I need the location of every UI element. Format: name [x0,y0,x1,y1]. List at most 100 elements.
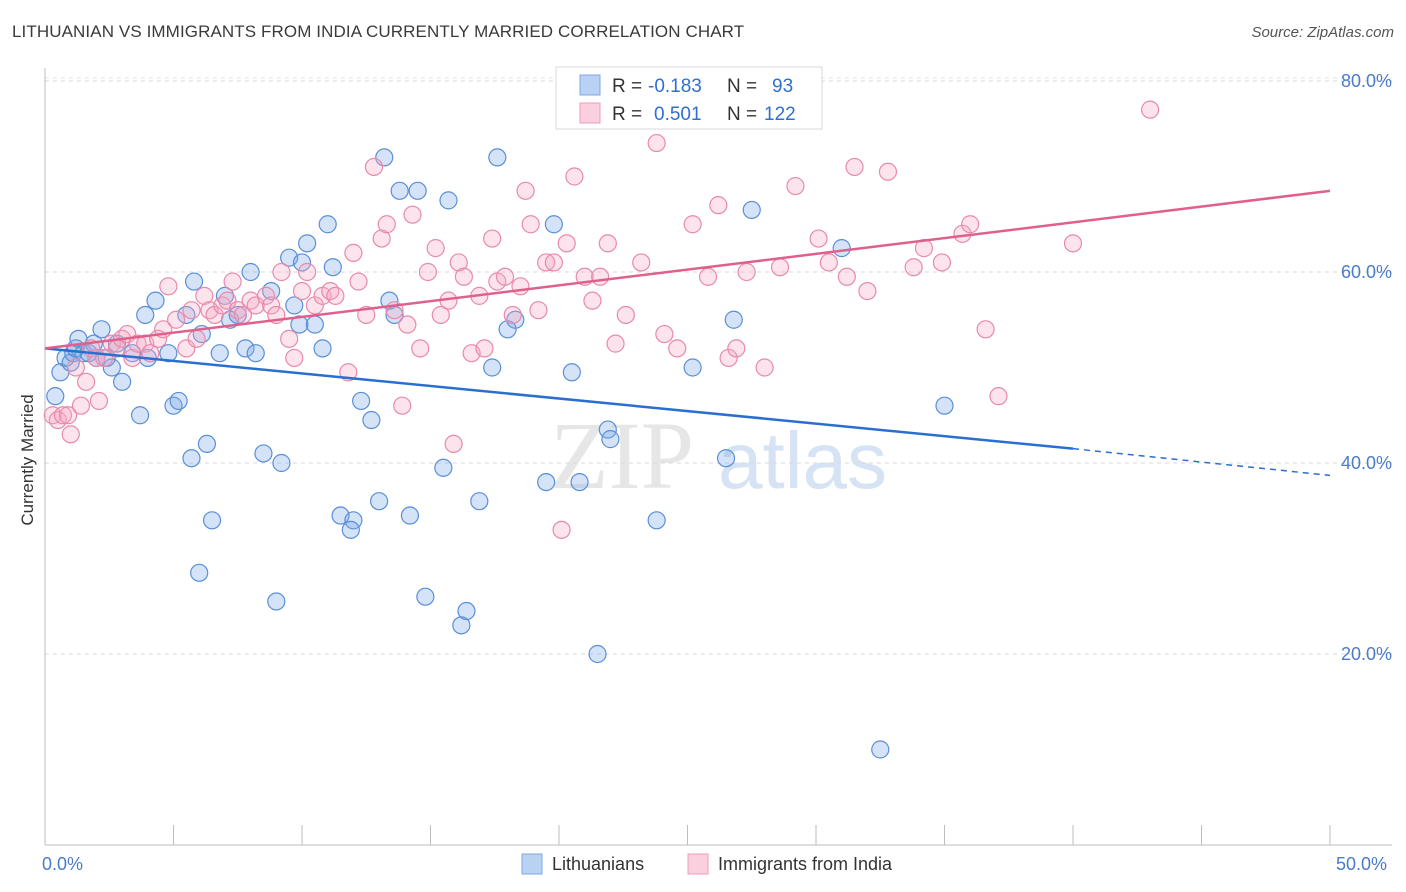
point-india [298,262,317,282]
point-lithuanians [647,511,666,530]
point-lithuanians [370,492,389,511]
point-india [495,267,515,286]
legend-swatch-india [579,102,601,124]
point-lithuanians [488,148,507,167]
point-india [786,176,805,196]
point-india [737,262,756,282]
point-india [418,262,438,282]
point-india [372,229,391,248]
point-lithuanians [588,644,607,664]
trend-line-india [44,189,1331,350]
x-tick-label-max: 50.0% [1336,854,1387,874]
point-india [616,305,635,325]
watermark-atlas: atlas [718,416,887,505]
point-lithuanians [92,320,111,339]
point-india [61,425,80,444]
point-lithuanians [400,506,420,525]
point-india [454,267,474,286]
point-lithuanians [408,181,427,200]
chart-title: LITHUANIAN VS IMMIGRANTS FROM INDIA CURR… [12,22,745,41]
point-lithuanians [506,310,525,329]
point-india [961,215,980,234]
point-india [403,205,422,224]
point-india [598,234,617,253]
point-india [349,272,368,291]
legend-r-label-2: R = [612,104,642,125]
point-india [521,215,540,234]
point-india [698,267,718,286]
point-india [904,258,923,277]
trend-line-lithuanians [44,347,1074,450]
point-india [668,339,687,358]
point-lithuanians [544,215,563,234]
point-lithuanians [228,305,247,325]
legend-n-value-2: 122 [764,104,796,125]
point-lithuanians [146,291,165,310]
point-india [398,315,417,334]
point-india [552,520,571,539]
point-lithuanians [305,315,324,334]
y-tick-label: 80.0% [1341,71,1392,91]
bottom-legend-label-lithuanians: Lithuanians [552,854,644,874]
point-india [326,286,345,305]
point-india [719,348,738,368]
point-lithuanians [601,430,620,449]
point-india [565,167,584,186]
y-tick-label: 40.0% [1341,453,1392,473]
point-india [755,358,774,377]
point-lithuanians [102,358,121,377]
point-india [503,305,522,325]
trend-lines [44,189,1331,477]
legend-r-value-1: -0.183 [648,76,702,97]
point-india [426,239,445,258]
point-lithuanians [390,181,409,200]
point-india [262,296,281,315]
y-tick-label: 20.0% [1341,644,1392,664]
point-india [431,305,450,325]
point-india [529,301,548,320]
point-india [544,253,563,272]
point-india [377,215,396,234]
point-india [606,334,625,353]
legend-n-label-2: N = [727,104,757,125]
y-tick-label: 60.0% [1341,262,1392,282]
point-lithuanians [470,492,489,511]
legend-r-value-2: 0.501 [654,104,702,125]
point-india [516,181,535,200]
legend-r-label-1: R = [612,76,642,97]
point-lithuanians [182,449,201,468]
point-india [280,329,299,348]
point-india [89,391,109,411]
point-india [583,291,602,310]
point-india [932,253,952,272]
point-lithuanians [246,344,265,363]
point-lithuanians [285,296,304,315]
point-india [59,406,78,425]
point-india [344,243,363,262]
point-lithuanians [452,616,471,635]
point-lithuanians [292,253,312,272]
data-points [43,100,1160,759]
point-india [53,406,73,425]
point-lithuanians [483,358,502,377]
point-india [845,157,864,177]
point-lithuanians [871,740,890,759]
point-india [591,267,610,286]
point-india [989,387,1008,406]
point-india [655,324,674,344]
point-lithuanians [457,601,476,621]
point-lithuanians [341,520,360,539]
point-lithuanians [254,444,273,463]
y-tick-labels: 20.0% 40.0% 60.0% 80.0% [1341,71,1392,664]
point-india [709,196,728,215]
x-tick-label-min: 0.0% [42,854,83,874]
point-india [1140,100,1160,119]
stats-legend: R = -0.183 N = 93 R = 0.501 N = 122 [555,66,823,130]
point-india [187,329,206,348]
point-india [537,253,556,272]
point-india [77,372,96,391]
point-lithuanians [202,511,222,530]
point-india [837,267,856,286]
point-india [71,396,91,415]
point-india [819,253,838,272]
